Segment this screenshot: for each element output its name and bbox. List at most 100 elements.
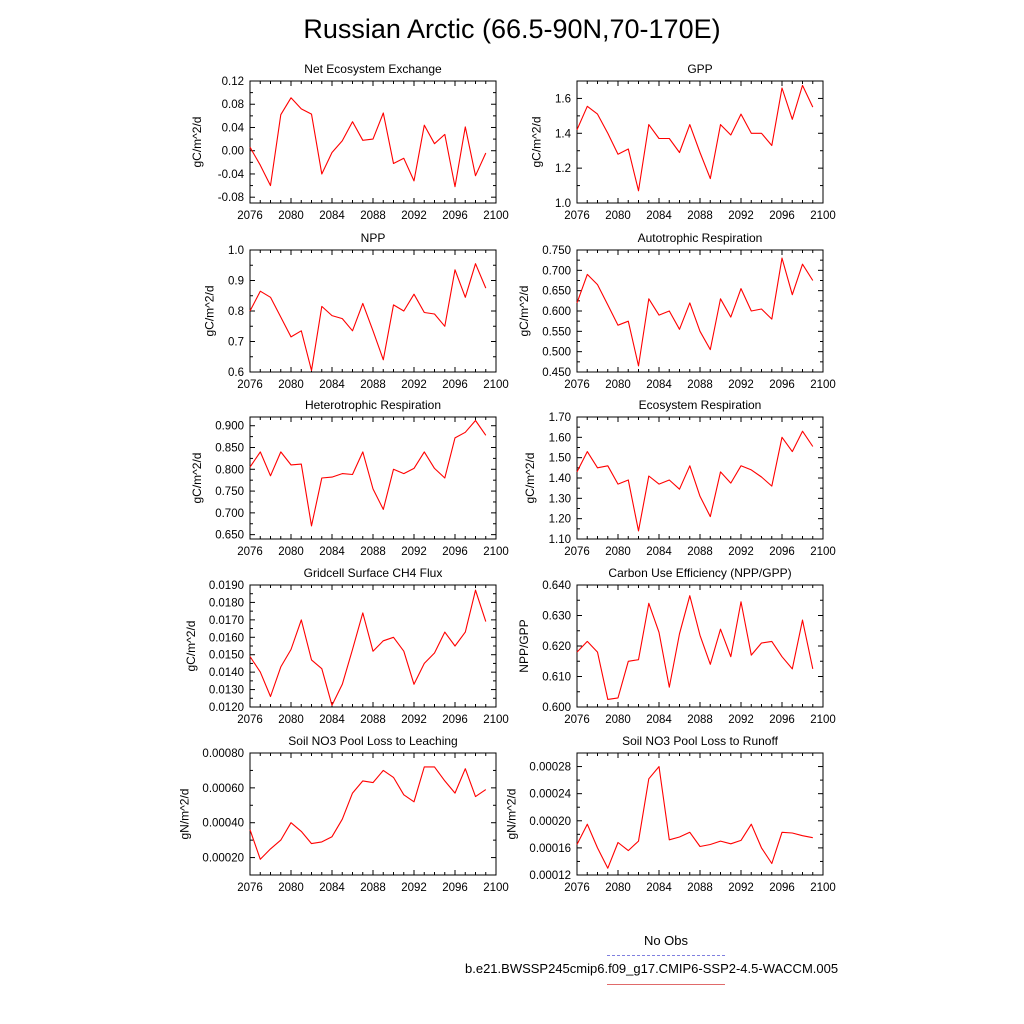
x-tick-label: 2096	[442, 210, 468, 222]
x-tick-label: 2076	[564, 882, 590, 894]
y-axis-label: gC/m^2/d	[529, 117, 543, 168]
y-tick-label: 0.12	[222, 76, 244, 88]
data-point	[617, 484, 618, 485]
data-point	[710, 844, 711, 845]
data-point	[352, 474, 353, 475]
series-line	[576, 766, 813, 869]
data-point	[465, 432, 466, 433]
data-point	[290, 97, 291, 98]
x-tick-label: 2100	[483, 379, 509, 391]
data-point	[342, 318, 343, 319]
data-point	[280, 840, 281, 841]
x-tick-label: 2096	[769, 882, 795, 894]
y-tick-label: 0.00020	[529, 816, 571, 828]
y-tick-label: 1.0	[555, 198, 571, 210]
data-point	[249, 310, 250, 311]
data-point	[617, 842, 618, 843]
data-point	[403, 794, 404, 795]
data-point	[792, 668, 793, 669]
data-point	[321, 173, 322, 174]
chart-panel-10: 2076 2080 2084 2088 2092 2096 2100 0.00012 0.000…	[505, 734, 836, 894]
data-point	[812, 668, 813, 669]
data-point	[648, 603, 649, 604]
data-point	[730, 317, 731, 318]
data-point	[781, 87, 782, 88]
data-point	[485, 621, 486, 622]
data-point	[352, 330, 353, 331]
data-point	[617, 325, 618, 326]
y-tick-label: 0.0120	[209, 702, 244, 714]
data-point	[792, 832, 793, 833]
data-point	[290, 822, 291, 823]
y-tick-label: 0.0180	[209, 597, 244, 609]
data-point	[321, 306, 322, 307]
data-point	[454, 186, 455, 187]
data-point	[321, 668, 322, 669]
chart-title: GPP	[687, 62, 712, 76]
x-tick-label: 2076	[237, 546, 263, 558]
data-point	[761, 847, 762, 848]
data-point	[751, 469, 752, 470]
data-point	[658, 314, 659, 315]
data-point	[648, 298, 649, 299]
x-tick-label: 2076	[237, 210, 263, 222]
series-line	[576, 430, 814, 532]
y-tick-label: 0.6	[228, 367, 244, 379]
data-point	[658, 766, 659, 767]
data-point	[465, 631, 466, 632]
y-tick-label: 0.640	[542, 580, 571, 592]
data-point	[413, 294, 414, 295]
data-point	[730, 656, 731, 657]
data-point	[475, 590, 476, 591]
x-tick-label: 2100	[810, 379, 836, 391]
data-point	[689, 595, 690, 596]
data-point	[372, 651, 373, 652]
data-point	[342, 819, 343, 820]
series-line	[576, 84, 814, 192]
data-point	[638, 530, 639, 531]
y-tick-label: 1.2	[555, 163, 571, 175]
data-point	[444, 631, 445, 632]
x-tick-label: 2096	[442, 546, 468, 558]
data-point	[771, 863, 772, 864]
data-point	[587, 451, 588, 452]
y-tick-label: 0.00024	[529, 789, 571, 801]
x-tick-label: 2080	[605, 210, 631, 222]
data-point	[393, 637, 394, 638]
x-tick-label: 2084	[646, 546, 672, 558]
data-point	[454, 269, 455, 270]
data-point	[485, 152, 486, 153]
y-axis-label: gC/m^2/d	[190, 453, 204, 504]
data-point	[301, 619, 302, 620]
data-point	[290, 649, 291, 650]
data-point	[576, 652, 577, 653]
data-point	[413, 684, 414, 685]
chart-title: Autotrophic Respiration	[638, 231, 763, 245]
x-tick-label: 2092	[401, 379, 427, 391]
data-point	[383, 770, 384, 771]
data-point	[260, 291, 261, 292]
data-point	[648, 475, 649, 476]
data-point	[628, 661, 629, 662]
plot-frame	[249, 752, 497, 876]
x-tick-label: 2084	[646, 379, 672, 391]
data-point	[301, 831, 302, 832]
y-tick-label: 0.00020	[202, 853, 244, 865]
data-point	[781, 258, 782, 259]
data-point	[761, 476, 762, 477]
data-point	[383, 112, 384, 113]
chart-panel-1: 2076 2080 2084 2088 2092 2096 2100 -0.08 -0.04 0.…	[190, 62, 509, 222]
series-line	[249, 97, 487, 188]
data-point	[424, 125, 425, 126]
data-point	[311, 843, 312, 844]
series-line	[249, 419, 487, 527]
data-point	[270, 185, 271, 186]
data-point	[434, 143, 435, 144]
x-tick-label: 2092	[401, 210, 427, 222]
data-point	[638, 841, 639, 842]
x-tick-label: 2088	[360, 379, 386, 391]
y-tick-label: -0.08	[218, 192, 244, 204]
data-point	[342, 473, 343, 474]
x-tick-label: 2096	[442, 379, 468, 391]
data-point	[331, 315, 332, 316]
